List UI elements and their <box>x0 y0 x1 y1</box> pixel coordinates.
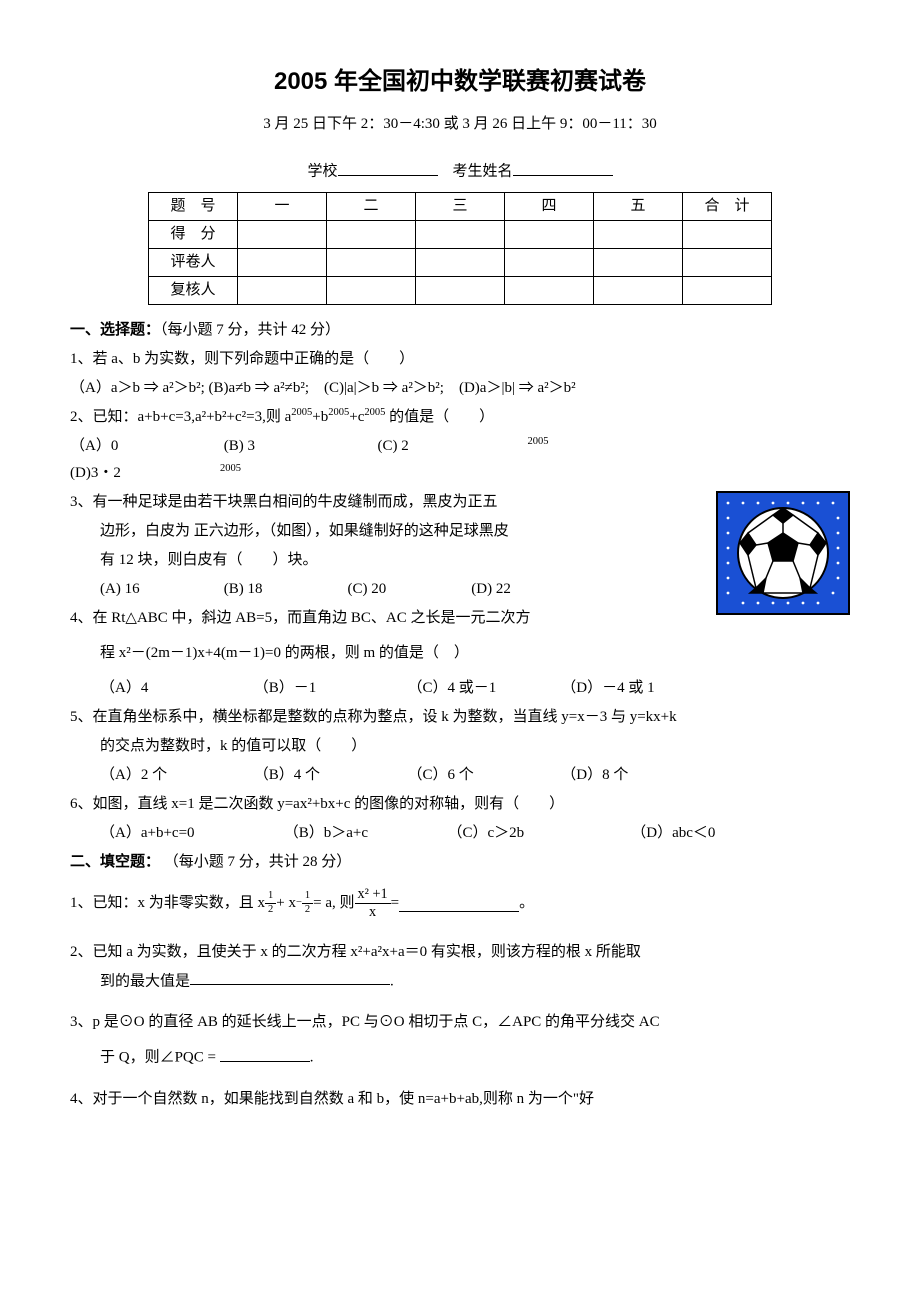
question-6-opts: （A）a+b+c=0 （B）b＞a+c （C）c＞2b （D）abc＜0 <box>100 820 850 847</box>
football-figure <box>716 491 850 615</box>
fill-1: 1、已知：x 为非零实数，且 x12 + x−12 = a, 则 x² +1x … <box>70 886 850 921</box>
score-table: 题 号 一 二 三 四 五 合 计 得 分 评卷人 复核人 <box>148 192 772 305</box>
score-row-label: 评卷人 <box>149 248 238 276</box>
student-name-blank <box>513 158 613 176</box>
score-header-cell: 五 <box>594 192 683 220</box>
score-row: 评卷人 <box>149 248 772 276</box>
fill-3-l2: 于 Q，则∠PQC = . <box>100 1044 850 1072</box>
question-5-l2: 的交点为整数时，k 的值可以取（ ） <box>100 733 850 760</box>
fill-2-l2: 到的最大值是. <box>100 968 850 996</box>
score-header-cell: 一 <box>238 192 327 220</box>
question-4-opts: （A）4 （B）－1 （C）4 或－1 （D）－4 或 1 <box>100 675 850 702</box>
exam-title: 2005 年全国初中数学联赛初赛试卷 <box>70 60 850 103</box>
fill-1-blank <box>399 895 519 913</box>
section-1-note: （每小题 7 分，共计 42 分） <box>160 322 340 338</box>
question-6: 6、如图，直线 x=1 是二次函数 y=ax²+bx+c 的图像的对称轴，则有（… <box>70 791 850 818</box>
score-header-row: 题 号 一 二 三 四 五 合 计 <box>149 192 772 220</box>
score-header-cell: 三 <box>416 192 505 220</box>
question-5-opts: （A）2 个 （B）4 个 （C）6 个 （D）8 个 <box>100 762 850 789</box>
fill-2-l1: 2、已知 a 为实数，且使关于 x 的二次方程 x²+a²x+a＝0 有实根，则… <box>70 939 850 966</box>
score-header-cell: 二 <box>327 192 416 220</box>
section-2-header: 二、填空题： （每小题 7 分，共计 28 分） <box>70 849 850 876</box>
score-header-cell: 题 号 <box>149 192 238 220</box>
score-row: 复核人 <box>149 276 772 304</box>
fill-3-l1: 3、p 是⊙O 的直径 AB 的延长线上一点，PC 与⊙O 相切于点 C，∠AP… <box>70 1009 850 1036</box>
student-info-line: 学校 考生姓名 <box>70 158 850 186</box>
student-name-label: 考生姓名 <box>453 164 513 180</box>
question-5-l1: 5、在直角坐标系中，横坐标都是整数的点称为整点，设 k 为整数，当直线 y=x－… <box>70 704 850 731</box>
exam-subtitle: 3 月 25 日下午 2：30－4:30 或 3 月 26 日上午 9：00－1… <box>70 111 850 138</box>
fill-4-l1: 4、对于一个自然数 n，如果能找到自然数 a 和 b，使 n=a+b+ab,则称… <box>70 1086 850 1113</box>
school-label: 学校 <box>307 164 337 180</box>
football-icon <box>718 493 848 613</box>
question-2: 2、已知：a+b+c=3,a²+b²+c²=3,则 a2005+b2005+c2… <box>70 404 850 431</box>
section-2-title: 二、填空题： <box>70 854 160 870</box>
section-1-title: 一、选择题： <box>70 322 160 338</box>
fill-2-blank <box>190 968 390 986</box>
section-2-note: （每小题 7 分，共计 28 分） <box>164 854 352 870</box>
section-1-header: 一、选择题：（每小题 7 分，共计 42 分） <box>70 317 850 344</box>
score-header-cell: 合 计 <box>683 192 772 220</box>
score-header-cell: 四 <box>505 192 594 220</box>
score-row-label: 复核人 <box>149 276 238 304</box>
score-row: 得 分 <box>149 220 772 248</box>
question-4-l2: 程 x²－(2m－1)x+4(m－1)=0 的两根，则 m 的值是（ ） <box>100 640 850 667</box>
score-row-label: 得 分 <box>149 220 238 248</box>
question-1-opts: （A）a＞b ⇒ a²＞b²; (B)a≠b ⇒ a²≠b²; (C)|a|＞b… <box>70 375 850 402</box>
question-1: 1、若 a、b 为实数，则下列命题中正确的是（ ） <box>70 346 850 373</box>
question-2-opts: （A）0 (B) 3 (C) 22005 (D)3・22005 <box>70 433 850 487</box>
fill-3-blank <box>220 1044 310 1062</box>
school-blank <box>338 158 438 176</box>
